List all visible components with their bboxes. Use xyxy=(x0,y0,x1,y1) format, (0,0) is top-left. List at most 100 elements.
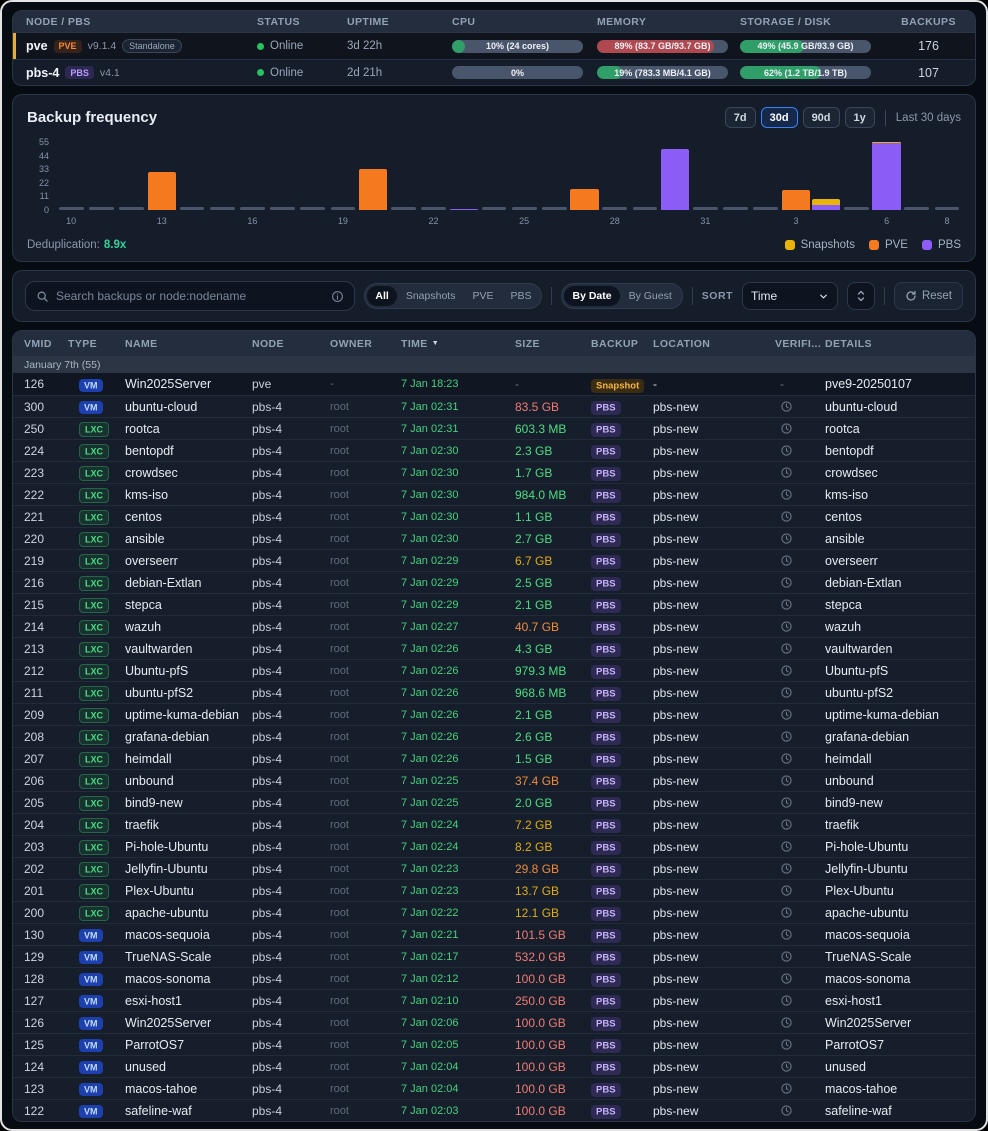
search-info-icon[interactable] xyxy=(331,290,344,303)
x-tick xyxy=(359,216,387,227)
cell-owner: root xyxy=(330,884,349,897)
status-text: Online xyxy=(270,66,304,79)
table-row[interactable]: 224 LXC bentopdf pbs-4 root 7 Jan 02:30 2.3 GB… xyxy=(13,439,975,461)
filter-by-date[interactable]: By Date xyxy=(564,286,620,306)
bar-segment xyxy=(781,190,811,210)
range-button-90d[interactable]: 90d xyxy=(802,107,840,128)
cell-name: ubuntu-cloud xyxy=(125,399,198,414)
memory-progress-label: 89% (83.7 GB/93.7 GB) xyxy=(614,41,711,51)
header-location[interactable]: LOCATION xyxy=(653,337,711,350)
table-row[interactable]: 209 LXC uptime-kuma-debian pbs-4 root 7 Jan 0… xyxy=(13,703,975,725)
search-input[interactable] xyxy=(56,289,325,303)
table-row[interactable]: 202 LXC Jellyfin-Ubuntu pbs-4 root 7 Jan 02:2… xyxy=(13,857,975,879)
table-row[interactable]: 124 VM unused pbs-4 root 7 Jan 02:04 100.0 GB P… xyxy=(13,1055,975,1077)
table-row[interactable]: 211 LXC ubuntu-pfS2 pbs-4 root 7 Jan 02:26 968… xyxy=(13,681,975,703)
table-row[interactable]: 223 LXC crowdsec pbs-4 root 7 Jan 02:30 1.7 GB… xyxy=(13,461,975,483)
table-row[interactable]: 214 LXC wazuh pbs-4 root 7 Jan 02:27 40.7 GB PB… xyxy=(13,615,975,637)
verification-pending-clock-icon xyxy=(780,1060,793,1073)
header-backup[interactable]: BACKUP xyxy=(591,337,639,350)
cell-node: pbs-4 xyxy=(252,597,283,612)
table-row[interactable]: 205 LXC bind9-new pbs-4 root 7 Jan 02:25 2.0 G… xyxy=(13,791,975,813)
node-row[interactable]: pbs-4 PBS v4.1 Online 2d 21h 0% 19% (783.3 MB/… xyxy=(13,59,975,85)
table-row[interactable]: 213 LXC vaultwarden pbs-4 root 7 Jan 02:26 4.3… xyxy=(13,637,975,659)
header-owner[interactable]: OWNER xyxy=(330,337,373,350)
range-button-7d[interactable]: 7d xyxy=(724,107,756,128)
table-row[interactable]: 129 VM TrueNAS-Scale pbs-4 root 7 Jan 02:17 53… xyxy=(13,945,975,967)
legend-swatch xyxy=(784,240,795,250)
lxc-badge: LXC xyxy=(79,422,109,437)
header-time[interactable]: TIME ▼ xyxy=(401,337,440,350)
header-node[interactable]: NODE xyxy=(252,337,284,350)
table-row[interactable]: 201 LXC Plex-Ubuntu pbs-4 root 7 Jan 02:23 13.… xyxy=(13,879,975,901)
cpu-progress-label: 0% xyxy=(510,67,524,78)
chart-slot xyxy=(903,207,931,210)
table-row[interactable]: 215 LXC stepca pbs-4 root 7 Jan 02:29 2.1 GB PB… xyxy=(13,593,975,615)
zero-bar xyxy=(753,207,779,210)
cell-owner: root xyxy=(330,576,349,589)
header-name[interactable]: NAME xyxy=(125,337,158,350)
reset-button[interactable]: Reset xyxy=(893,282,963,310)
cell-name: bentopdf xyxy=(125,443,174,458)
cell-size: 979.3 MB xyxy=(515,663,567,678)
range-button-30d[interactable]: 30d xyxy=(760,107,798,128)
chart-slot xyxy=(359,169,388,210)
vm-badge: VM xyxy=(79,973,103,986)
filter-all[interactable]: All xyxy=(367,286,397,306)
memory-progress-bar: 89% (83.7 GB/93.7 GB) xyxy=(597,39,728,53)
sort-select[interactable]: Time xyxy=(741,282,838,310)
header-verifi[interactable]: VERIFI... xyxy=(775,337,822,350)
cell-size: - xyxy=(515,377,519,391)
table-row[interactable]: 204 LXC traefik pbs-4 root 7 Jan 02:24 7.2 GB P… xyxy=(13,813,975,835)
cell-verification xyxy=(775,466,825,479)
cell-node: pbs-4 xyxy=(252,1037,283,1052)
cell-details: unbound xyxy=(825,773,874,788)
cell-time: 7 Jan 02:25 xyxy=(401,796,459,809)
table-row[interactable]: 126 VM Win2025Server pbs-4 root 7 Jan 02:06 10… xyxy=(13,1011,975,1033)
table-row[interactable]: 300 VM ubuntu-cloud pbs-4 root 7 Jan 02:31 83.… xyxy=(13,395,975,417)
filter-snapshots[interactable]: Snapshots xyxy=(405,290,456,302)
col-memory: MEMORY xyxy=(597,15,647,28)
header-size[interactable]: SIZE xyxy=(515,337,540,350)
filter-pbs[interactable]: PBS xyxy=(510,290,532,302)
col-status: STATUS xyxy=(257,15,300,28)
cell-backup: PBS xyxy=(591,686,653,701)
cpu-progress-bar: 0% xyxy=(452,66,583,79)
range-button-1y[interactable]: 1y xyxy=(844,107,875,128)
sort-direction-button[interactable] xyxy=(846,282,875,310)
table-row[interactable]: 250 LXC rootca pbs-4 root 7 Jan 02:31 603.3 MB… xyxy=(13,417,975,439)
filter-pve[interactable]: PVE xyxy=(472,290,494,302)
cell-details: macos-sequoia xyxy=(825,927,910,942)
table-row[interactable]: 126 VM Win2025Server pve -7 Jan 18:23- Snapsh… xyxy=(13,373,975,395)
header-vmid[interactable]: VMID xyxy=(24,337,52,350)
table-row[interactable]: 216 LXC debian-Extlan pbs-4 root 7 Jan 02:29 2… xyxy=(13,571,975,593)
table-row[interactable]: 128 VM macos-sonoma pbs-4 root 7 Jan 02:12 100… xyxy=(13,967,975,989)
table-row[interactable]: 220 LXC ansible pbs-4 root 7 Jan 02:30 2.7 GB P… xyxy=(13,527,975,549)
table-row[interactable]: 219 LXC overseerr pbs-4 root 7 Jan 02:29 6.7 G… xyxy=(13,549,975,571)
x-tick: 3 xyxy=(793,216,799,226)
x-tick: 19 xyxy=(337,216,348,226)
header-details[interactable]: DETAILS xyxy=(825,337,872,350)
filter-by-guest[interactable]: By Guest xyxy=(628,290,672,302)
table-row[interactable]: 125 VM ParrotOS7 pbs-4 root 7 Jan 02:05 100.0 … xyxy=(13,1033,975,1055)
table-row[interactable]: 206 LXC unbound pbs-4 root 7 Jan 02:25 37.4 GB… xyxy=(13,769,975,791)
table-row[interactable]: 221 LXC centos pbs-4 root 7 Jan 02:30 1.1 GB PB… xyxy=(13,505,975,527)
table-row[interactable]: 200 LXC apache-ubuntu pbs-4 root 7 Jan 02:22 1… xyxy=(13,901,975,923)
header-type[interactable]: TYPE xyxy=(68,337,98,350)
table-row[interactable]: 123 VM macos-tahoe pbs-4 root 7 Jan 02:04 100.… xyxy=(13,1077,975,1099)
table-row[interactable]: 122 VM safeline-waf pbs-4 root 7 Jan 02:03 100… xyxy=(13,1099,975,1121)
sort-label: SORT xyxy=(701,290,733,302)
table-row[interactable]: 222 LXC kms-iso pbs-4 root 7 Jan 02:30 984.0 M… xyxy=(13,483,975,505)
table-row[interactable]: 208 LXC grafana-debian pbs-4 root 7 Jan 02:26… xyxy=(13,725,975,747)
table-row[interactable]: 203 LXC Pi-hole-Ubuntu pbs-4 root 7 Jan 02:24… xyxy=(13,835,975,857)
table-row[interactable]: 127 VM esxi-host1 pbs-4 root 7 Jan 02:10 250.0… xyxy=(13,989,975,1011)
node-row[interactable]: pve PVE v9.1.4 Standalone Online 3d 22h 10% (2… xyxy=(13,33,975,59)
cell-size: 2.0 GB xyxy=(515,795,553,810)
table-row[interactable]: 212 LXC Ubuntu-pfS pbs-4 root 7 Jan 02:26 979.… xyxy=(13,659,975,681)
pbs-badge: PBS xyxy=(591,841,621,855)
cell-type: LXC xyxy=(68,862,125,877)
x-tick xyxy=(178,216,206,227)
col-uptime: UPTIME xyxy=(347,15,390,28)
cell-location: pbs-new xyxy=(653,1103,699,1118)
table-row[interactable]: 207 LXC heimdall pbs-4 root 7 Jan 02:26 1.5 GB… xyxy=(13,747,975,769)
table-row[interactable]: 130 VM macos-sequoia pbs-4 root 7 Jan 02:21 10… xyxy=(13,923,975,945)
